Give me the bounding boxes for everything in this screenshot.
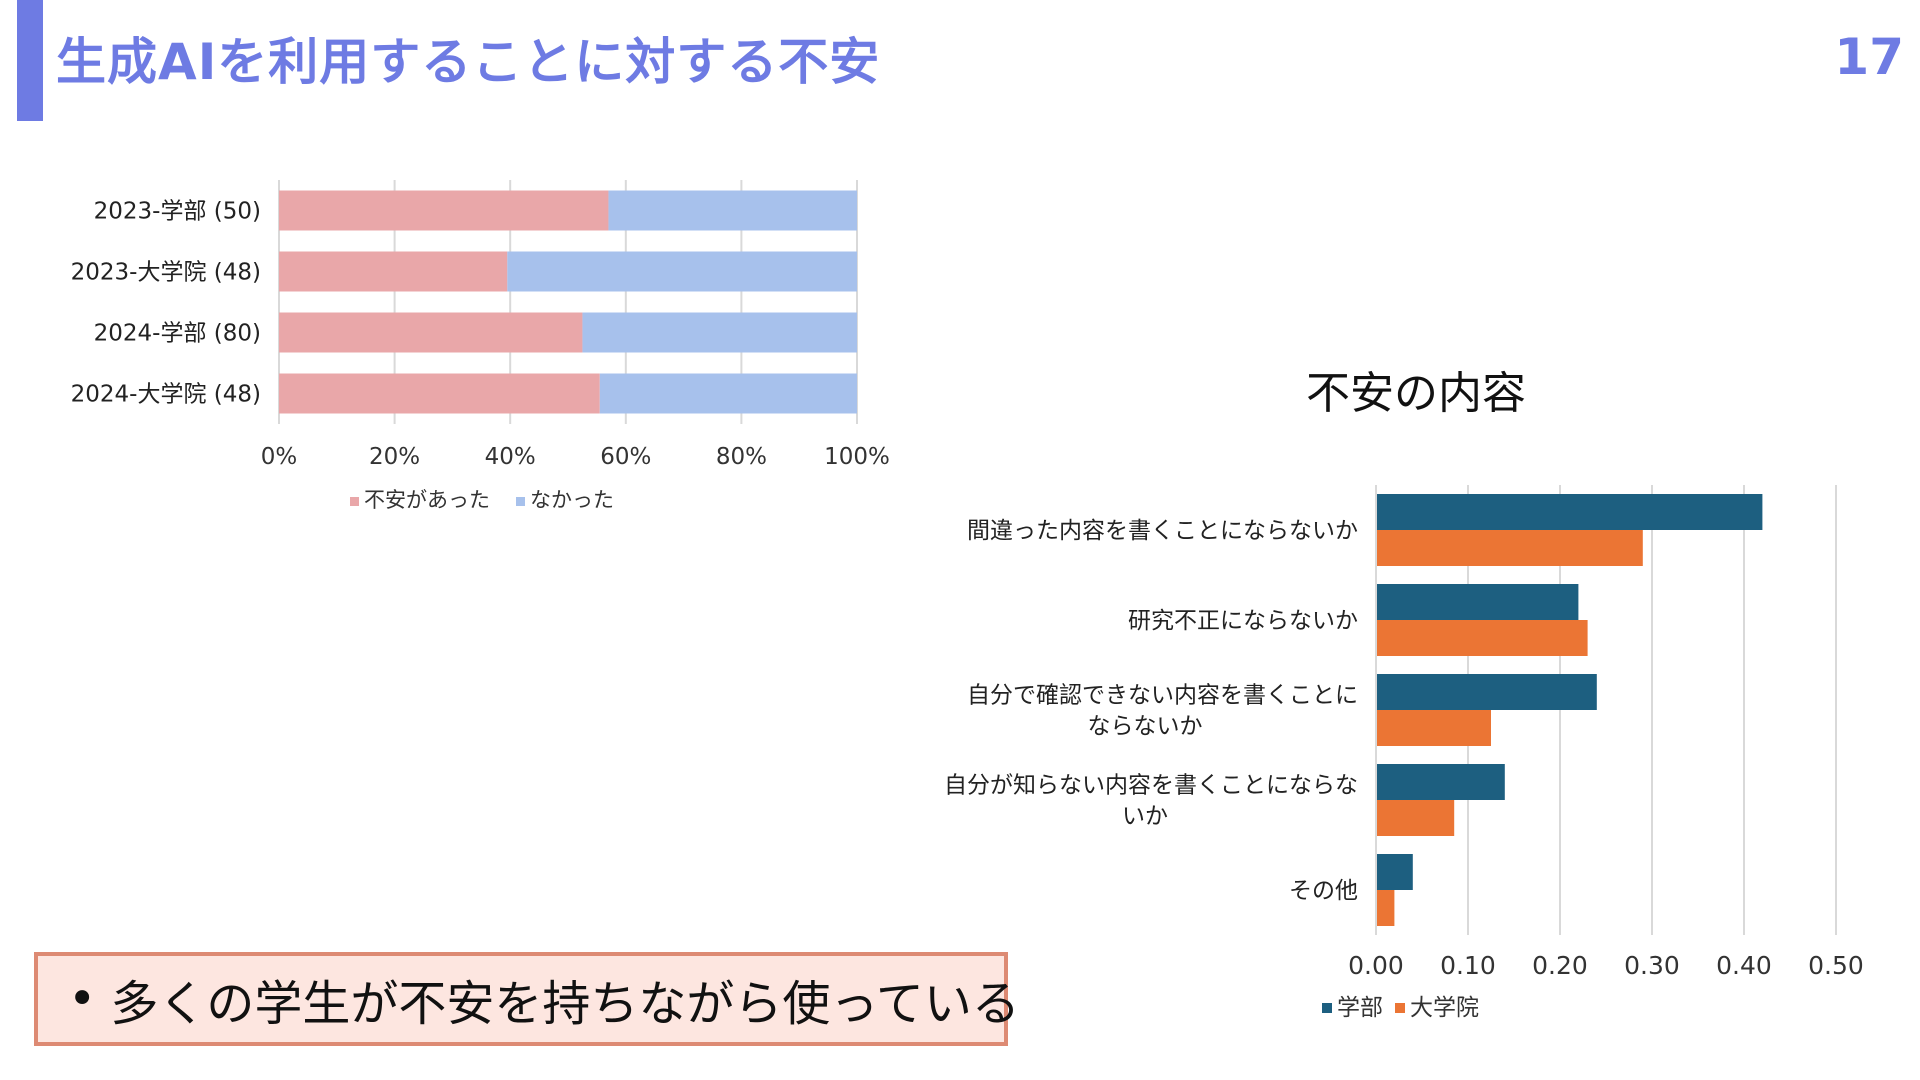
summary-callout: • 多くの学生が不安を持ちながら使っている [34,952,1020,1046]
bar-segment [599,373,857,414]
x-tick-label: 40% [485,444,536,470]
category-label: いか [1122,804,1168,830]
bar [1376,674,1597,710]
x-tick-label: 0.40 [1716,951,1772,980]
x-tick-label: 0.10 [1440,951,1496,980]
anxiety-content-bar-chart: 不安の内容 0.00 0.10 0.20 0.30 0.40 0.50 間違った内容を書くこと… [944,368,1864,1021]
category-label: 2023-大学院 (48) [71,260,261,286]
legend-label: 大学院 [1410,995,1479,1021]
bar [1376,620,1588,656]
legend-label: 学部 [1337,995,1383,1021]
category-label: 2024-大学院 (48) [71,382,261,408]
category-label: ならないか [1088,714,1203,740]
bar-segment [608,190,857,231]
bar-segment [582,312,857,353]
x-tick-label: 0.00 [1348,951,1404,980]
category-label: 間違った内容を書くことにならないか [967,518,1358,544]
x-tick-label: 20% [369,444,420,470]
legend-swatch [1322,1003,1332,1013]
bar-segment [279,312,583,353]
x-tick-label: 80% [716,444,767,470]
x-tick-label: 100% [824,444,890,470]
category-label: 研究不正にならないか [1128,608,1358,634]
legend-swatch [516,497,525,506]
bar [1376,494,1763,530]
bar [1376,710,1491,746]
callout-text: 多くの学生が不安を持ちながら使っている [110,976,1020,1032]
x-tick-label: 0.30 [1624,951,1680,980]
bar-segment [279,190,609,231]
bar-segment [507,251,857,292]
bar [1376,584,1579,620]
anxiety-stacked-bar-chart: 0% 20% 40% 60% 80% 100% 2023-学部 (50) 2023-大学院 (… [71,180,890,512]
x-tick-label: 0.20 [1532,951,1588,980]
x-tick-label: 0.50 [1808,951,1864,980]
title-accent-bar [17,0,43,121]
bar [1376,800,1455,836]
legend-swatch [1395,1003,1405,1013]
bar [1376,530,1643,566]
x-tick-label: 0% [261,444,298,470]
bar-segment [279,373,600,414]
bar [1376,854,1413,890]
chart-title: 不安の内容 [1306,368,1526,419]
legend-label: なかった [530,488,614,512]
bar [1376,764,1505,800]
page-number: 17 [1834,28,1904,86]
legend-label: 不安があった [364,488,490,512]
category-label: 2023-学部 (50) [94,199,261,225]
bar-segment [279,251,508,292]
callout-bullet: • [68,971,97,1027]
slide-title: 生成AIを利用することに対する不安 [56,33,881,91]
category-label: 自分が知らない内容を書くことにならな [944,773,1358,799]
bar [1376,890,1395,926]
category-label: その他 [1289,878,1358,904]
legend-swatch [350,497,359,506]
x-tick-label: 60% [600,444,651,470]
category-label: 自分で確認できない内容を書くことに [967,683,1358,709]
category-label: 2024-学部 (80) [94,321,261,347]
